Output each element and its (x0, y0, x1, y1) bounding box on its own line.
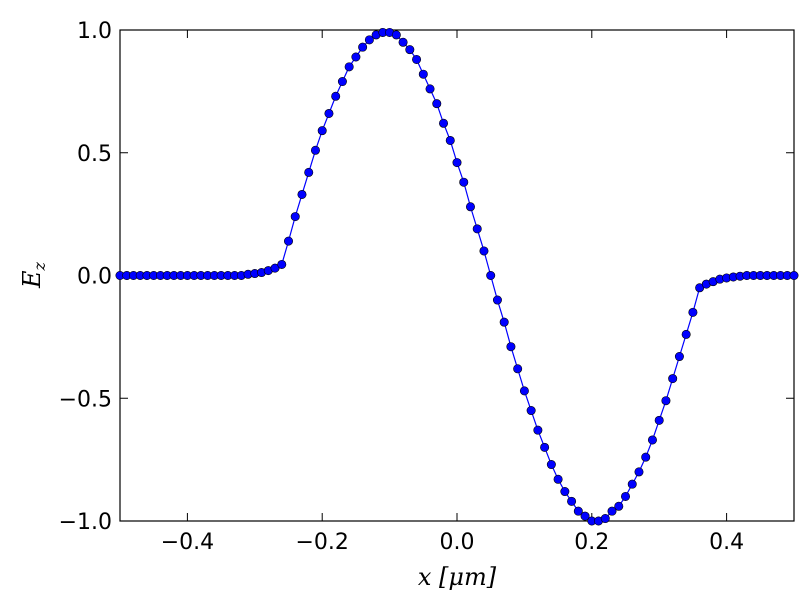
data-point (681, 329, 691, 339)
data-point (654, 415, 664, 425)
data-point (553, 474, 563, 484)
data-point (647, 435, 657, 445)
data-point (304, 167, 314, 177)
series-layer (115, 27, 799, 526)
data-point (688, 307, 698, 317)
data-point (620, 491, 630, 501)
data-point (533, 425, 543, 435)
data-point (674, 352, 684, 362)
data-point (391, 30, 401, 40)
data-point (310, 145, 320, 155)
y-axis-label: Ez (18, 261, 49, 289)
data-point (425, 84, 435, 94)
data-point (479, 246, 489, 256)
data-point (337, 77, 347, 87)
data-point (317, 126, 327, 136)
data-point (573, 506, 583, 516)
data-point (418, 69, 428, 79)
ticks: −0.4 −0.2 0.0 0.2 0.4 1.0 0.5 0.0 −0.5 −1.0 (59, 19, 794, 555)
data-point (297, 189, 307, 199)
data-point (398, 37, 408, 47)
data-point (641, 452, 651, 462)
data-point (540, 442, 550, 452)
data-point (290, 212, 300, 222)
y-tick-label: 0.5 (77, 142, 112, 167)
x-tick-label: 0.2 (574, 530, 609, 555)
data-point (600, 514, 610, 524)
data-point (324, 108, 334, 118)
data-point (661, 396, 671, 406)
data-point (405, 45, 415, 55)
data-point (364, 35, 374, 45)
data-point (506, 342, 516, 352)
data-point (519, 386, 529, 396)
y-tick-label: −1.0 (59, 510, 112, 535)
data-point (452, 158, 462, 168)
x-tick-label: −0.4 (161, 530, 214, 555)
data-point (499, 317, 509, 327)
data-point (614, 501, 624, 511)
data-point (459, 177, 469, 187)
data-point (486, 270, 496, 280)
x-axis-label: x [μm] (418, 563, 497, 591)
data-point (344, 62, 354, 72)
y-tick-label: 0.0 (77, 265, 112, 290)
data-point (412, 54, 422, 64)
data-point (351, 52, 361, 62)
data-point (580, 511, 590, 521)
data-point (472, 224, 482, 234)
data-point (277, 259, 287, 269)
data-point (607, 506, 617, 516)
data-point (789, 270, 799, 280)
x-tick-label: 0.0 (440, 530, 475, 555)
data-point (668, 374, 678, 384)
y-tick-label: 1.0 (77, 19, 112, 44)
data-point (567, 496, 577, 506)
x-tick-label: −0.2 (295, 530, 348, 555)
data-point (465, 202, 475, 212)
data-point (546, 460, 556, 470)
y-tick-label: −0.5 (59, 387, 112, 412)
data-point (439, 118, 449, 128)
data-point (634, 467, 644, 477)
data-point (283, 236, 293, 246)
data-point (445, 135, 455, 145)
data-point (432, 99, 442, 109)
data-point (513, 364, 523, 374)
data-point (492, 295, 502, 305)
data-point (526, 406, 536, 416)
data-point (331, 91, 341, 101)
data-point (358, 42, 368, 52)
x-tick-label: 0.4 (709, 530, 744, 555)
data-point (627, 479, 637, 489)
data-point (560, 487, 570, 497)
